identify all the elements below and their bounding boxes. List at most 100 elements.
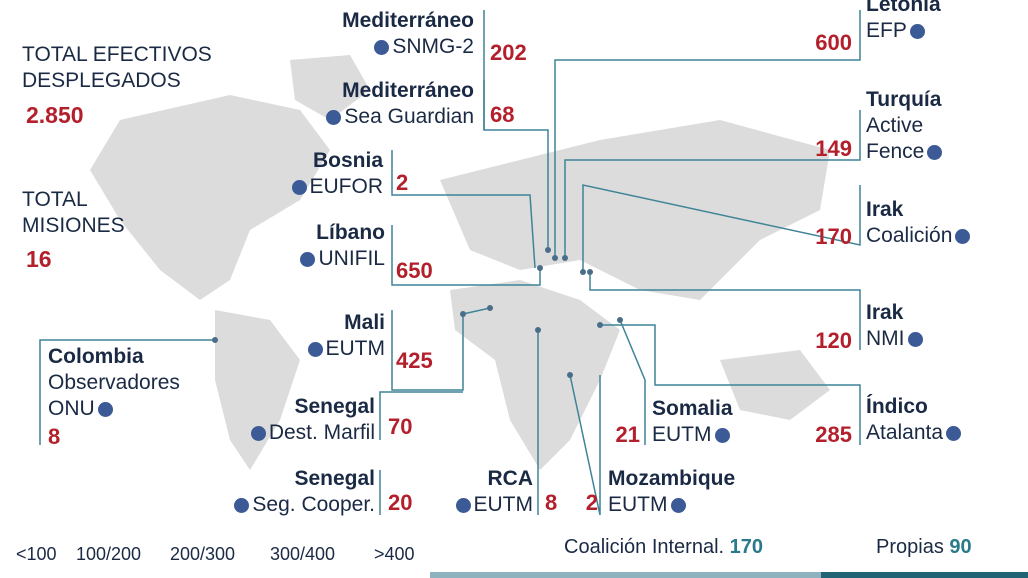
breakdown-bar — [430, 572, 821, 578]
breakdown-item: Coalición Internal. 170 — [564, 536, 763, 559]
mission-line: Sea Guardian — [323, 104, 474, 130]
mission-line: ONU — [48, 396, 180, 422]
emblem — [909, 24, 925, 39]
emblem — [455, 498, 471, 513]
mission-name: Seg. Cooper. — [252, 493, 375, 516]
mission-name: UNIFIL — [318, 247, 385, 270]
mission-label: Mediterráneo Sea Guardian — [323, 78, 474, 130]
troops: 70 — [388, 414, 413, 439]
region: Mozambique — [608, 467, 736, 490]
mission-name: EUTM — [473, 493, 534, 516]
mission-name: ONU — [48, 397, 95, 420]
mission-line: Fence — [866, 139, 945, 165]
legend-range: 200/300 — [170, 544, 236, 564]
missions-total: 16 — [26, 246, 52, 272]
troops: 120 — [815, 328, 852, 353]
region: Senegal — [294, 467, 375, 490]
region: Turquía — [866, 88, 942, 111]
emblem — [326, 110, 342, 125]
mission-line: Coalición — [866, 223, 973, 249]
mission-label: Letonia EFP — [866, 0, 941, 44]
troops: 425 — [396, 348, 433, 373]
continents — [90, 55, 830, 470]
troops: 68 — [490, 102, 515, 127]
emblem — [307, 342, 323, 357]
mission-line: Dest. Marfil — [248, 420, 375, 446]
emblem — [927, 145, 943, 160]
mission-label: Senegal Dest. Marfil — [248, 394, 375, 446]
missions-label: TOTAL MISIONES — [22, 188, 125, 237]
troops: 170 — [815, 224, 852, 249]
legend-range: >400 — [374, 544, 415, 564]
emblem — [97, 402, 113, 417]
region: Bosnia — [312, 149, 383, 172]
mission-line: UNIFIL — [297, 246, 385, 272]
breakdown-value: 170 — [729, 536, 764, 558]
region: Senegal — [294, 395, 375, 418]
mission-line: EUTM — [453, 492, 534, 518]
troops: 285 — [815, 422, 852, 447]
troops-total: 2.850 — [26, 102, 84, 128]
mission-line: EUFOR — [289, 174, 383, 200]
troops: 600 — [815, 30, 852, 55]
mission-name: EUTM — [608, 493, 668, 516]
region: Colombia — [48, 345, 144, 368]
mission-line: Observadores — [48, 370, 180, 396]
region: Mali — [344, 311, 385, 334]
mission-name: EFP — [866, 19, 907, 42]
breakdown-label: Coalición Internal. — [564, 536, 725, 558]
mission-name: Observadores — [48, 371, 180, 394]
legend-range: 300/400 — [270, 544, 336, 564]
leader-lines — [39, 10, 861, 516]
region: Irak — [866, 301, 904, 324]
mission-line: EUTM — [305, 336, 386, 362]
emblem — [250, 426, 266, 441]
region: Líbano — [316, 221, 385, 244]
troops: 2 — [585, 490, 598, 515]
emblem — [946, 426, 962, 441]
troops: 650 — [396, 258, 433, 283]
mission-name: SNMG-2 — [392, 35, 474, 58]
mission-label: Líbano UNIFIL — [297, 220, 385, 272]
troops: 202 — [490, 40, 527, 65]
troops: 20 — [388, 490, 413, 515]
emblem — [234, 498, 250, 513]
mission-label: Senegal Seg. Cooper. — [231, 466, 375, 518]
breakdown-value: 90 — [949, 536, 972, 558]
mission-label: Irak Coalición — [866, 197, 973, 249]
mission-name: Active — [866, 114, 924, 137]
legend-range: <100 — [16, 544, 57, 564]
emblem — [300, 252, 316, 267]
emblem — [714, 428, 730, 443]
region: Índico — [866, 395, 928, 418]
mission-label: Somalia EUTM — [652, 396, 733, 448]
region: Irak — [866, 198, 904, 221]
emblem — [907, 332, 923, 347]
mission-name: Dest. Marfil — [268, 421, 375, 444]
mission-label: Colombia Observadores ONU — [48, 344, 180, 422]
mission-name: NMI — [866, 327, 905, 350]
mission-name: EUTM — [325, 337, 386, 360]
mission-label: Mali EUTM — [305, 310, 386, 362]
mission-line: SNMG-2 — [342, 34, 474, 60]
emblem — [955, 229, 971, 244]
emblem — [670, 498, 686, 513]
troops: 8 — [48, 424, 61, 449]
mission-line: EFP — [866, 18, 941, 44]
region: Letonia — [866, 0, 941, 16]
mission-label: Irak NMI — [866, 300, 926, 352]
mission-line: Active — [866, 113, 945, 139]
legend-range: 100/200 — [76, 544, 142, 564]
troops: 21 — [615, 422, 640, 447]
mission-line: EUTM — [608, 492, 735, 518]
region: Mediterráneo — [342, 79, 474, 102]
region: RCA — [487, 467, 534, 490]
mission-name: Fence — [866, 140, 925, 163]
mission-label: RCA EUTM — [453, 466, 534, 518]
emblem — [291, 180, 307, 195]
mission-line: Seg. Cooper. — [231, 492, 375, 518]
mission-line: EUTM — [652, 422, 733, 448]
breakdown-label: Propias — [876, 536, 944, 558]
